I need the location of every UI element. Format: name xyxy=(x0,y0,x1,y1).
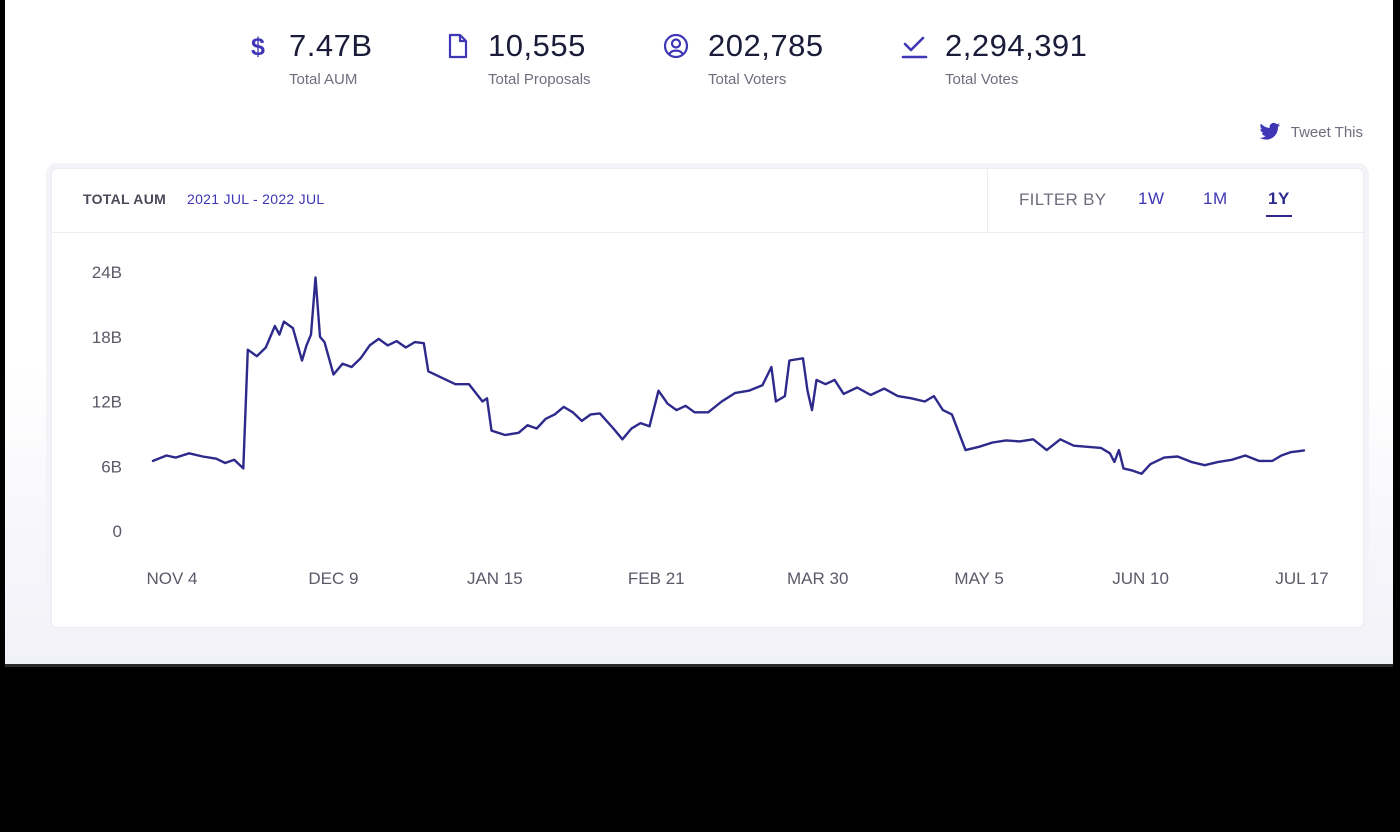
x-tick-label: MAR 30 xyxy=(787,569,848,588)
user-circle-icon xyxy=(663,33,689,59)
x-tick-label: FEB 21 xyxy=(628,569,685,588)
x-tick-label: MAY 5 xyxy=(954,569,1003,588)
x-tick-label: JUL 17 xyxy=(1275,569,1328,588)
x-tick-label: JUN 10 xyxy=(1112,569,1169,588)
document-icon xyxy=(448,33,468,59)
y-tick-label: 6B xyxy=(101,457,122,476)
y-axis: 0 6B 12B 18B 24B xyxy=(92,263,122,541)
chart-date-range: 2021 JUL - 2022 JUL xyxy=(187,191,325,207)
stat-label: Total Proposals xyxy=(488,71,591,88)
tweet-this-label: Tweet This xyxy=(1290,123,1363,141)
stat-value: 2,294,391 xyxy=(945,28,1088,63)
y-tick-label: 12B xyxy=(92,393,122,412)
stat-value: 7.47B xyxy=(289,28,373,63)
header-divider xyxy=(987,169,988,232)
aum-line-chart: 0 6B 12B 18B 24B NOV 4 DEC 9 JAN 15 FEB 21 MAR 3… xyxy=(92,263,1329,588)
svg-text:$: $ xyxy=(251,33,265,60)
stat-total-proposals: 10,555 Total Proposals xyxy=(445,26,615,96)
x-axis: NOV 4 DEC 9 JAN 15 FEB 21 MAR 30 MAY 5 JUN 10 J… xyxy=(146,569,1328,588)
stat-label: Total Voters xyxy=(708,71,787,88)
filter-1y-button[interactable]: 1Y xyxy=(1266,189,1292,217)
x-tick-label: DEC 9 xyxy=(308,569,358,588)
stat-label: Total Votes xyxy=(945,71,1019,88)
x-tick-label: NOV 4 xyxy=(146,569,197,588)
chart-card-header: TOTAL AUM 2021 JUL - 2022 JUL FILTER BY … xyxy=(52,169,1363,233)
y-tick-label: 0 xyxy=(113,522,122,541)
dollar-icon: $ xyxy=(251,33,265,60)
aum-series-line xyxy=(151,276,1306,475)
stat-total-voters: 202,785 Total Voters xyxy=(663,26,843,96)
filter-1w-button[interactable]: 1W xyxy=(1138,189,1165,208)
stat-total-votes: 2,294,391 Total Votes xyxy=(900,26,1110,96)
check-icon xyxy=(901,36,928,59)
stat-value: 10,555 xyxy=(488,28,586,63)
stat-label: Total AUM xyxy=(289,71,358,88)
twitter-icon xyxy=(1259,122,1280,140)
tweet-this-button[interactable]: Tweet This xyxy=(1259,120,1363,144)
aum-chart-card: TOTAL AUM 2021 JUL - 2022 JUL FILTER BY … xyxy=(51,168,1364,628)
stat-value: 202,785 xyxy=(708,28,824,63)
chart-title: TOTAL AUM xyxy=(83,191,167,207)
dashboard-panel: $ 7.47B Total AUM 10,555 Total Proposals… xyxy=(5,0,1393,667)
x-tick-label: JAN 15 xyxy=(467,569,523,588)
stat-total-aum: $ 7.47B Total AUM xyxy=(245,26,395,96)
filter-1m-button[interactable]: 1M xyxy=(1203,189,1228,208)
filter-by-label: FILTER BY xyxy=(1019,190,1107,209)
y-tick-label: 18B xyxy=(92,328,122,347)
stats-bar: $ 7.47B Total AUM 10,555 Total Proposals… xyxy=(5,26,1393,96)
y-tick-label: 24B xyxy=(92,263,122,282)
